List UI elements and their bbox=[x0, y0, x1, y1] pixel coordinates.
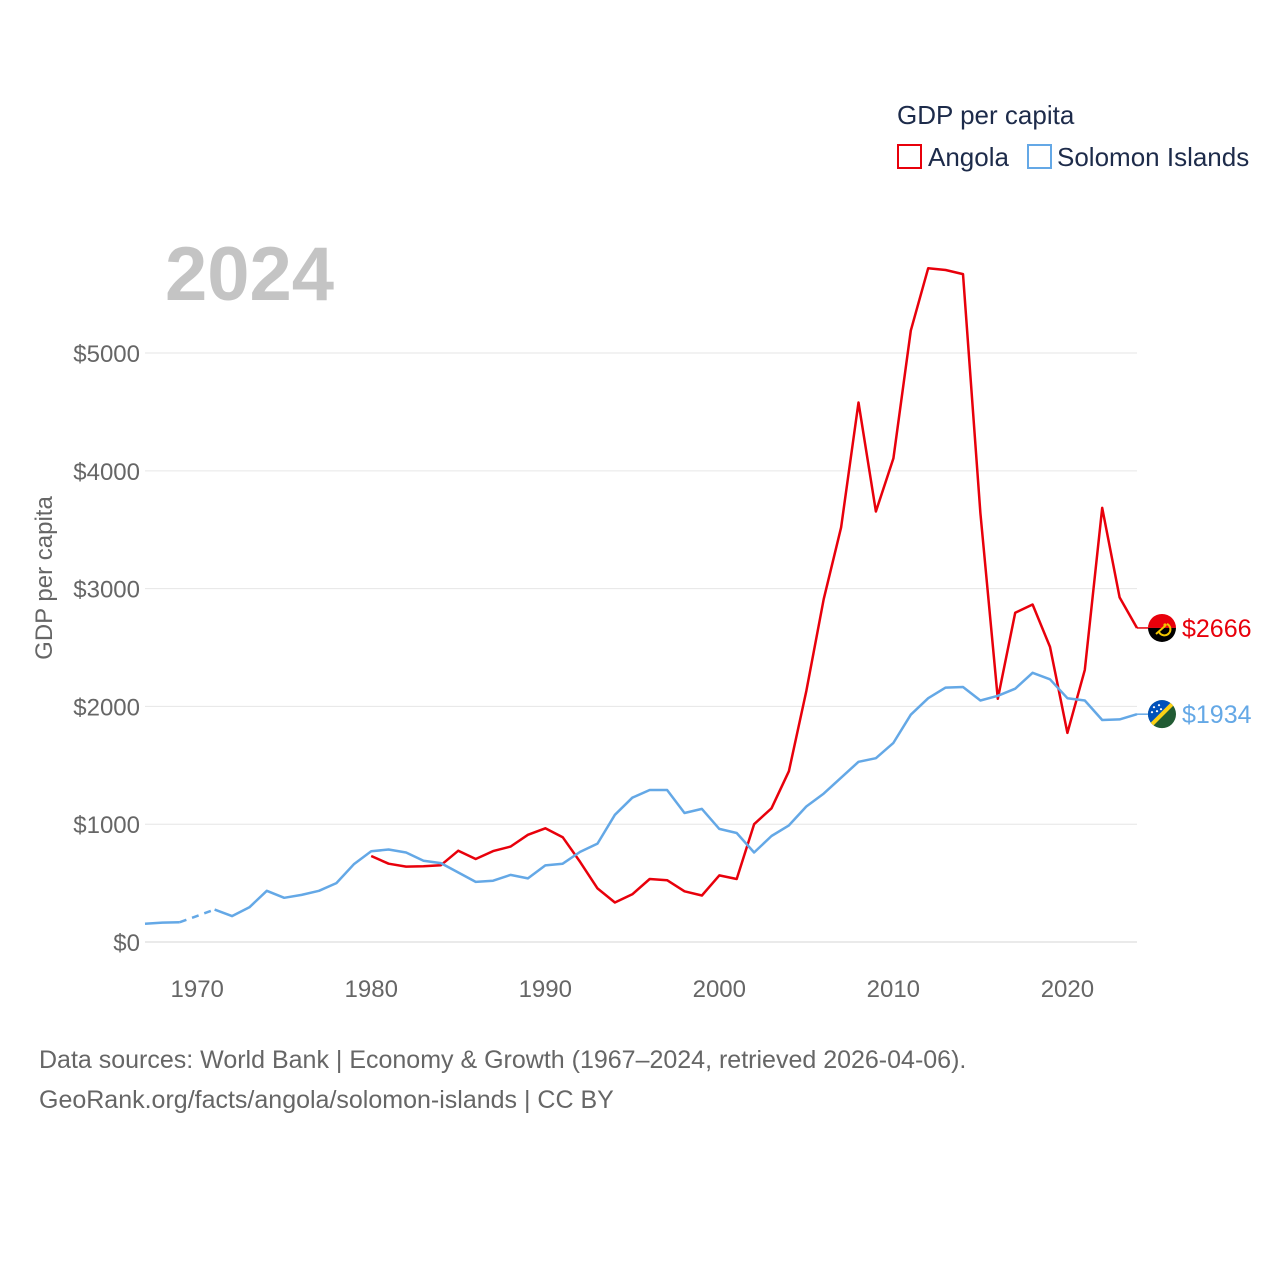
x-tick-label: 2020 bbox=[1041, 976, 1094, 1003]
x-tick-label: 1990 bbox=[519, 976, 572, 1003]
y-tick-label: $1000 bbox=[73, 812, 140, 839]
solomon-islands-flag-icon bbox=[1148, 700, 1176, 729]
legend-label-solomon-islands: Solomon Islands bbox=[1057, 142, 1249, 172]
y-tick-label: $5000 bbox=[73, 341, 140, 368]
y-tick-label: $4000 bbox=[73, 459, 140, 486]
y-axis-label: GDP per capita bbox=[31, 496, 58, 660]
data-sources-text: Data sources: World Bank | Economy & Gro… bbox=[39, 1046, 967, 1074]
y-tick-label: $0 bbox=[113, 930, 140, 957]
angola-end-value-label: $2666 bbox=[1182, 615, 1252, 643]
y-tick-label: $2000 bbox=[73, 694, 140, 721]
x-tick-label: 2000 bbox=[693, 976, 746, 1003]
y-axis-ticks: $0 $1000 $2000 $3000 $4000 $5000 bbox=[73, 341, 140, 957]
series-lines bbox=[144, 266, 1148, 925]
legend: GDP per capita Angola Solomon Islands bbox=[897, 100, 1249, 172]
y-tick-label: $3000 bbox=[73, 577, 140, 604]
x-tick-label: 2010 bbox=[867, 976, 920, 1003]
series-end-markers: $2666 $1934 bbox=[1148, 613, 1252, 729]
grid-lines bbox=[145, 352, 1137, 943]
year-label: 2024 bbox=[165, 232, 334, 317]
legend-title: GDP per capita bbox=[897, 100, 1075, 130]
solomon-islands-end-value-label: $1934 bbox=[1182, 701, 1252, 729]
legend-label-angola: Angola bbox=[928, 142, 1009, 172]
solomon-islands-line bbox=[144, 920, 180, 925]
x-axis-ticks: 1970 1980 1990 2000 2010 2020 bbox=[171, 976, 1095, 1003]
solomon-islands-line bbox=[214, 671, 1138, 918]
x-tick-label: 1980 bbox=[345, 976, 398, 1003]
gdp-line-chart: $0 $1000 $2000 $3000 $4000 $5000 1970 1980 1990… bbox=[31, 100, 1252, 1003]
legend-swatch-solomon-islands bbox=[1027, 144, 1052, 169]
solomon-islands-line bbox=[179, 908, 216, 924]
x-tick-label: 1970 bbox=[171, 976, 224, 1003]
angola-line bbox=[370, 266, 1139, 904]
source-footer: Data sources: World Bank | Economy & Gro… bbox=[39, 1040, 966, 1120]
legend-swatch-angola bbox=[897, 144, 922, 169]
attribution-text: GeoRank.org/facts/angola/solomon-islands… bbox=[39, 1086, 614, 1114]
angola-flag-icon bbox=[1148, 613, 1176, 642]
